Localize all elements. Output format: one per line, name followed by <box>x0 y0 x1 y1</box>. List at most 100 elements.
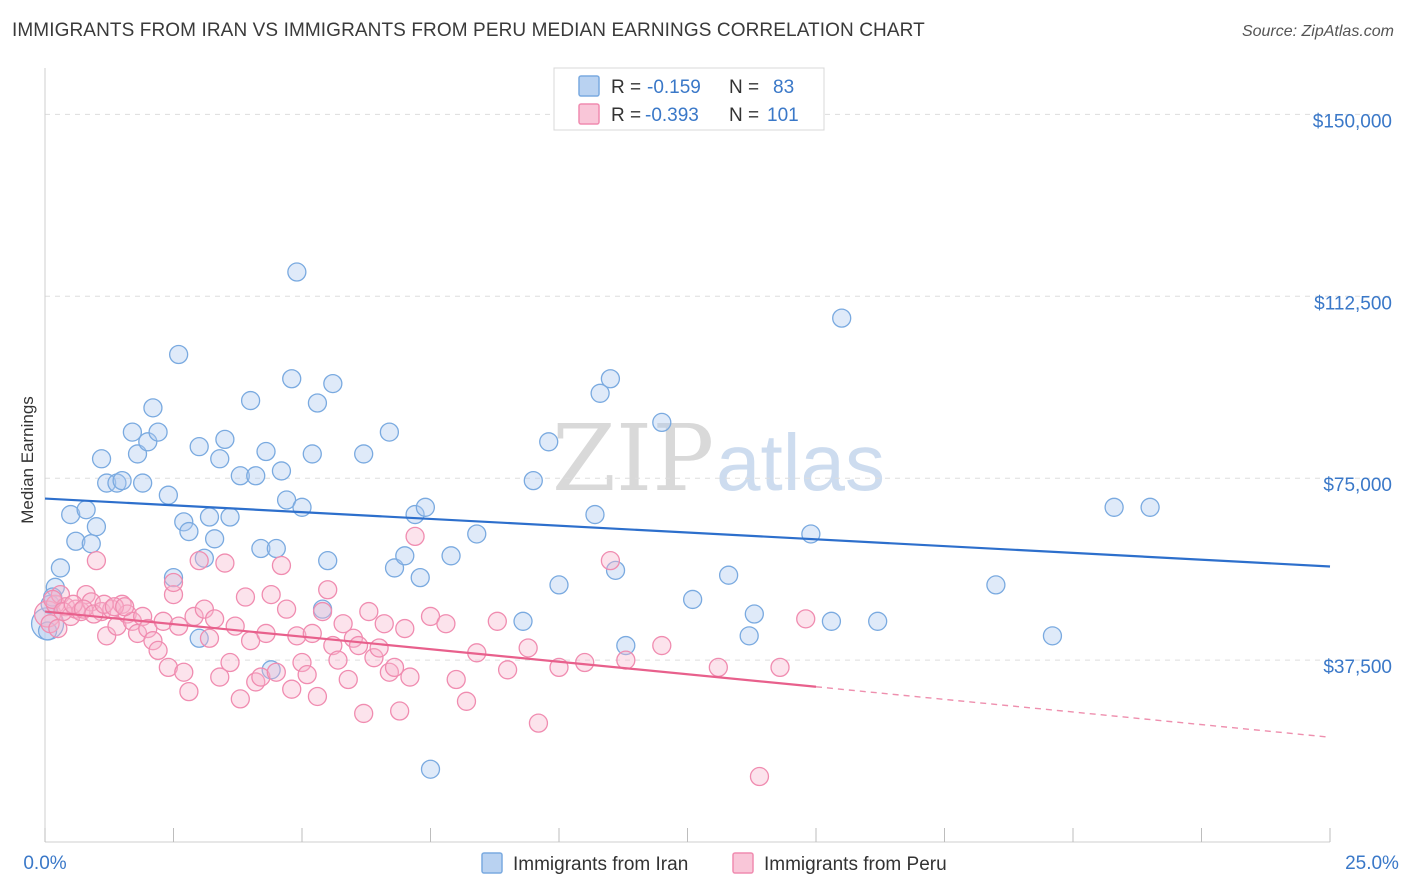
iran-point <box>266 538 286 559</box>
legend-peru-r-label: R = <box>611 105 641 126</box>
peru-point <box>73 599 94 619</box>
legend-iran-n-label: N = <box>729 77 759 98</box>
bottom-legend-iran-swatch <box>481 852 503 874</box>
peru-point <box>652 635 672 656</box>
iran-point <box>600 369 621 389</box>
iran-point <box>585 504 605 525</box>
iran-point <box>66 531 86 551</box>
legend-peru-swatch <box>578 103 600 125</box>
peru-point <box>84 604 104 624</box>
iran-point <box>112 470 132 491</box>
peru-point <box>528 713 549 733</box>
iran-point <box>246 466 266 486</box>
iran-point <box>179 521 199 542</box>
iran-point <box>744 604 764 624</box>
peru-point <box>333 614 353 634</box>
peru-point <box>235 587 256 607</box>
chart-title: IMMIGRANTS FROM IRAN VS IMMIGRANTS FROM … <box>12 20 925 41</box>
iran-point <box>739 626 759 646</box>
peru-point <box>420 606 441 627</box>
peru-point <box>302 623 322 644</box>
iran-point <box>682 589 703 610</box>
y-axis-title: Median Earnings <box>18 396 37 524</box>
iran-point <box>415 497 436 517</box>
legend-peru-n-label: N = <box>729 105 759 126</box>
peru-point <box>369 638 389 658</box>
x-tick-label-min: 0.0% <box>23 853 66 874</box>
legend-peru-r-value: -0.393 <box>645 105 699 126</box>
bottom-legend-peru-label: Immigrants from Peru <box>764 854 947 875</box>
y-tick-labels: $37,500 $75,000 $112,500 $150,000 <box>1313 111 1392 678</box>
peru-point <box>708 657 728 678</box>
chart-source: Source: ZipAtlas.com <box>1241 23 1394 40</box>
iran-point <box>189 437 209 457</box>
iran-point <box>590 383 610 403</box>
iran-point <box>986 575 1006 595</box>
iran-point <box>354 444 374 464</box>
peru-point <box>364 648 384 668</box>
iran-point <box>122 422 143 442</box>
peru-point <box>359 601 379 622</box>
peru-point <box>600 551 621 571</box>
iran-point <box>282 369 302 389</box>
peru-point <box>749 766 770 787</box>
iran-point <box>379 422 400 442</box>
iran-point <box>539 432 559 452</box>
iran-point <box>199 507 220 527</box>
peru-point <box>384 657 405 678</box>
legend-iran-r-value: -0.159 <box>647 77 701 98</box>
peru-point <box>179 681 199 702</box>
iran-point <box>50 558 71 578</box>
legend: R = -0.159 N = 83 R = -0.393 N = 101 <box>553 67 825 131</box>
iran-point <box>163 567 184 588</box>
peru-point <box>230 689 250 709</box>
peru-point <box>86 551 107 571</box>
iran-point <box>287 262 307 282</box>
peru-trend-line <box>44 610 817 688</box>
iran-point <box>81 534 101 554</box>
peru-point <box>518 638 538 658</box>
iran-point <box>718 565 739 585</box>
iran-point <box>230 466 250 486</box>
iran-point <box>133 473 153 493</box>
peru-point <box>297 664 317 685</box>
peru-point <box>456 691 477 711</box>
peru-points <box>33 526 816 787</box>
watermark: ZIP atlas <box>552 405 885 512</box>
y-tick-label: $112,500 <box>1314 293 1392 314</box>
iran-point <box>307 393 328 413</box>
peru-point <box>395 618 415 639</box>
iran-point <box>189 628 209 648</box>
grid-lines <box>45 113 1392 661</box>
peru-point <box>138 618 158 639</box>
peru-point <box>266 662 286 682</box>
peru-point <box>616 650 636 670</box>
iran-point <box>138 432 158 452</box>
peru-point <box>194 599 214 619</box>
watermark-zip: ZIP <box>552 405 714 512</box>
peru-point <box>97 626 117 646</box>
peru-point <box>348 635 369 656</box>
iran-point <box>215 429 235 450</box>
peru-point <box>163 572 184 593</box>
peru-point <box>436 614 456 634</box>
iran-trend-line <box>44 497 1331 568</box>
bottom-legend: Immigrants from Iran Immigrants from Per… <box>481 852 947 875</box>
iran-point <box>549 575 569 595</box>
bottom-legend-iran-label: Immigrants from Iran <box>513 854 688 875</box>
peru-trend-extension <box>815 686 1331 738</box>
iran-point <box>1042 626 1063 646</box>
iran-point <box>513 611 533 631</box>
iran-point <box>251 538 271 559</box>
iran-point <box>276 490 297 510</box>
peru-point <box>446 669 466 690</box>
x-axis-ticks <box>44 828 1331 842</box>
iran-point <box>168 344 189 365</box>
peru-point <box>261 584 281 605</box>
iran-point <box>1140 497 1160 517</box>
peru-point <box>374 614 394 634</box>
peru-point <box>115 597 135 617</box>
iran-point <box>292 497 312 517</box>
iran-point <box>467 524 487 544</box>
peru-point <box>318 580 338 600</box>
